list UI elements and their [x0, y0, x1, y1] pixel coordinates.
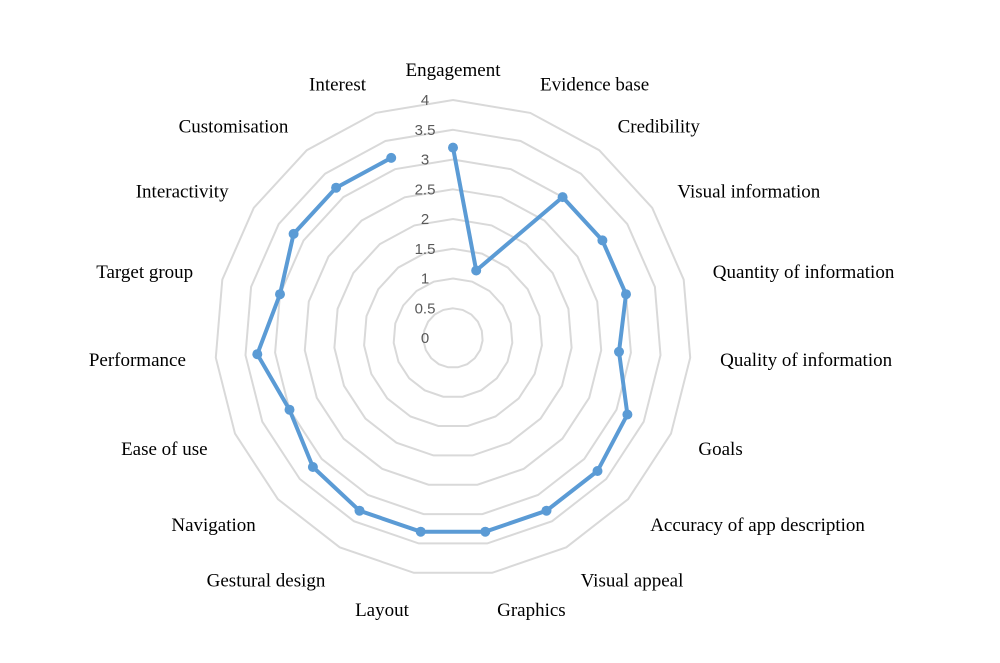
tick-label: 4: [421, 92, 429, 109]
data-point: [275, 289, 285, 300]
category-label: Interactivity: [136, 181, 229, 202]
data-point: [614, 346, 624, 357]
category-label: Gestural design: [207, 571, 326, 592]
category-label: Graphics: [497, 600, 566, 621]
tick-label: 1: [421, 271, 429, 288]
data-point: [480, 526, 491, 537]
tick-label: 3.5: [415, 122, 436, 139]
tick-label: 0.5: [415, 300, 436, 317]
category-label: Customisation: [179, 117, 289, 138]
category-label: Visual appeal: [581, 571, 684, 592]
category-label: Target group: [96, 262, 193, 283]
data-point: [307, 462, 318, 472]
grid-ring: [422, 307, 484, 369]
data-point: [557, 192, 568, 203]
tick-label: 3: [421, 152, 429, 169]
data-point: [284, 404, 295, 415]
category-label: Goals: [698, 439, 742, 460]
data-point: [448, 142, 458, 153]
category-label: Navigation: [171, 515, 256, 536]
tick-label: 1.5: [415, 241, 436, 258]
category-label: Quantity of information: [713, 262, 895, 283]
category-label: Performance: [89, 350, 186, 371]
category-label: Interest: [309, 75, 367, 96]
tick-label: 2: [421, 211, 429, 228]
grid-ring: [303, 188, 603, 486]
tick-label: 2.5: [415, 181, 436, 198]
data-point: [592, 466, 603, 476]
category-label: Layout: [355, 600, 410, 621]
category-label: Ease of use: [121, 439, 208, 460]
data-point: [541, 505, 552, 516]
grid-ring: [392, 277, 514, 398]
data-point: [622, 409, 633, 420]
data-point: [597, 235, 608, 246]
grid-ring: [333, 217, 573, 457]
category-labels: Engagement Evidence base Credibility Visual…: [89, 60, 895, 621]
grid-ring: [363, 247, 543, 427]
data-point: [288, 228, 299, 239]
category-label: Accuracy of app description: [650, 515, 865, 536]
category-label: Quality of information: [720, 350, 893, 371]
data-point: [252, 349, 263, 360]
grid-ring: [244, 128, 662, 545]
grid-ring: [214, 98, 692, 574]
radial-axis-ticks: 0 0.5 1 1.5 2 2.5 3 3.5 4: [415, 92, 436, 347]
series-layer: [252, 142, 633, 537]
data-point: [415, 526, 426, 537]
category-label: Evidence base: [540, 75, 649, 96]
data-point: [386, 152, 397, 163]
data-point: [354, 505, 365, 516]
category-label: Engagement: [406, 60, 502, 81]
data-point: [331, 182, 342, 193]
category-label: Visual information: [677, 181, 820, 202]
category-label: Credibility: [618, 117, 701, 138]
tick-label: 0: [421, 330, 429, 347]
data-point: [621, 289, 631, 300]
data-point: [471, 265, 482, 276]
